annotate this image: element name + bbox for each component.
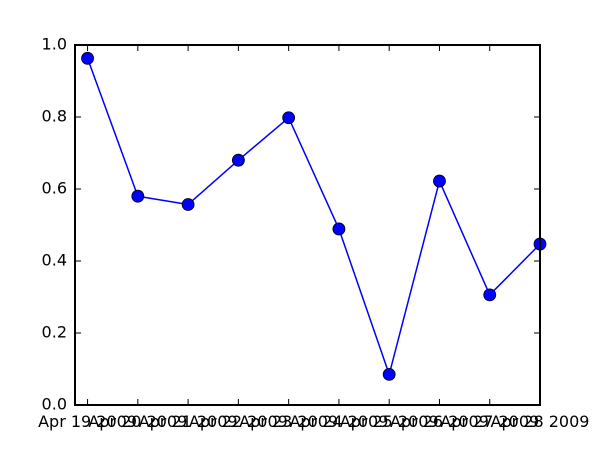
x-tick-label: Apr 27 2009 (440, 412, 539, 431)
x-tick-label: Apr 25 2009 (340, 412, 439, 431)
data-point (282, 111, 296, 125)
data-point (382, 367, 396, 381)
x-tick-label: Apr 26 2009 (390, 412, 489, 431)
data-point (332, 222, 346, 236)
y-tick-label: 0.8 (42, 107, 67, 126)
data-point (131, 189, 145, 203)
x-tick-label: Apr 28 2009 (491, 412, 590, 431)
x-tick-label: Apr 21 2009 (139, 412, 238, 431)
data-point (483, 288, 497, 302)
series-line (86, 58, 541, 376)
x-tick-label: Apr 19 2009 (38, 412, 137, 431)
y-tick-labels: 0.0 0.2 0.4 0.6 0.8 1.0 (42, 35, 67, 414)
data-point (181, 198, 195, 211)
y-tick-label: 0.0 (42, 395, 67, 414)
x-tick-label: Apr 23 2009 (239, 412, 338, 431)
x-tick-label: Apr 20 2009 (88, 412, 187, 431)
y-tick-label: 1.0 (42, 35, 67, 54)
data-point (81, 51, 94, 65)
x-tick-label: Apr 22 2009 (189, 412, 288, 431)
y-tick-label: 0.6 (42, 179, 67, 198)
data-point (231, 153, 245, 167)
y-tick-label: 0.4 (42, 251, 67, 270)
plot-area (75, 45, 540, 405)
y-tick-label: 0.2 (42, 323, 67, 342)
data-point (433, 174, 446, 188)
plot-frame (74, 44, 541, 406)
x-tick-label: Apr 24 2009 (289, 412, 388, 431)
